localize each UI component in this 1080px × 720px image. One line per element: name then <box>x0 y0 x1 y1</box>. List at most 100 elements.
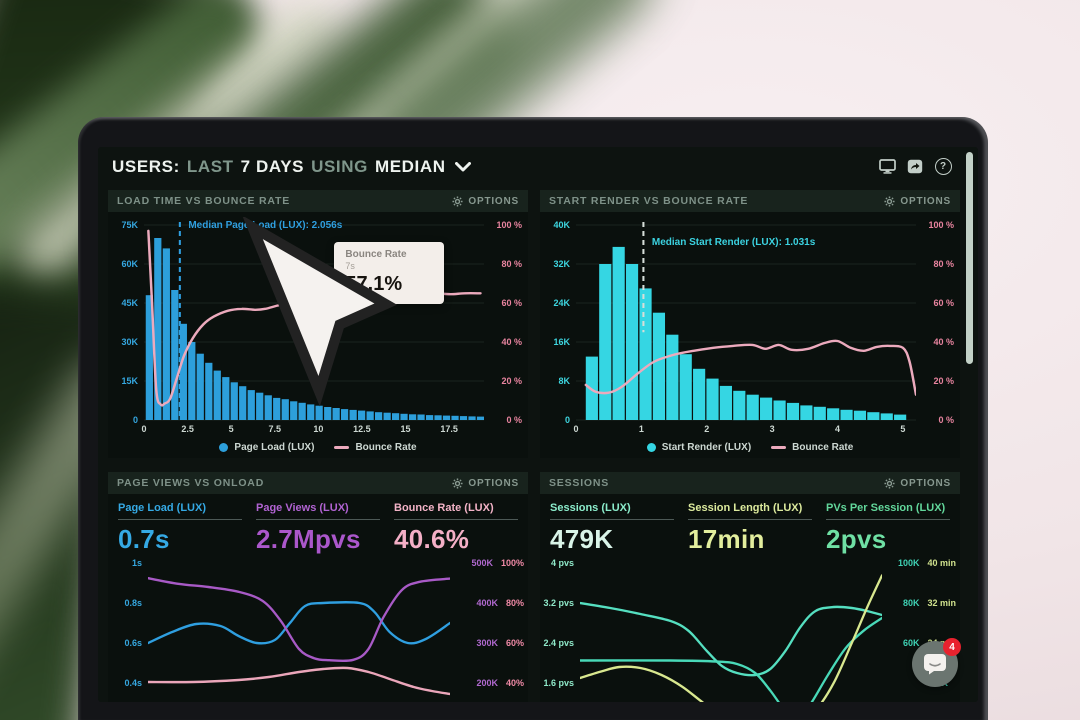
histogram-bar <box>205 362 213 420</box>
series-line <box>148 577 450 663</box>
help-icon[interactable]: ? <box>934 157 952 175</box>
gear-icon <box>884 477 895 489</box>
histogram-bar <box>599 264 612 420</box>
axis-tick: 15K <box>121 376 138 386</box>
histogram-bar <box>773 400 786 420</box>
axis-tick: 3.2 pvs <box>543 598 574 608</box>
histogram-plot[interactable]: Median Page Load (LUX): 2.056s Bounce Ra… <box>144 217 484 422</box>
axis-tick: 60 % <box>933 298 954 308</box>
axis-tick: 1.6 pvs <box>543 678 574 688</box>
chat-widget-button[interactable]: 4 <box>912 638 961 687</box>
axis-tick: 2.4 pvs <box>543 638 574 648</box>
series-line <box>580 601 882 677</box>
axis-tick: 0.4s <box>124 678 142 688</box>
tooltip-x-value: 7s <box>345 260 355 271</box>
histogram-bar <box>162 248 170 420</box>
histogram-bar <box>434 415 442 420</box>
metric-value: 40.6% <box>394 524 470 554</box>
legend-item[interactable]: Bounce Rate <box>771 442 853 453</box>
histogram-bar <box>625 264 639 420</box>
metric-label: Bounce Rate (LUX) <box>394 502 518 520</box>
axis-tick-row: 400K 80% <box>470 598 524 608</box>
report-scope-dropdown[interactable]: USERS: LAST 7 DAYS USING MEDIAN <box>112 157 471 177</box>
histogram-bar <box>332 408 340 420</box>
histogram-bar <box>196 353 204 420</box>
median-annotation: Median Start Render (LUX): 1.031s <box>651 237 816 248</box>
legend-item[interactable]: Start Render (LUX) <box>646 442 751 453</box>
metric-pvs-per-session: PVs Per Session (LUX) 2pvs <box>826 502 950 555</box>
legend-item[interactable]: Page Load (LUX) <box>219 442 314 453</box>
axis-tick: 4 pvs <box>550 558 574 568</box>
histogram-bar <box>179 323 187 420</box>
histogram-bar <box>719 385 732 420</box>
histogram-plot[interactable]: Median Start Render (LUX): 1.031s <box>576 217 916 422</box>
metric-value: 17min <box>688 524 765 554</box>
axis-tick: 40K <box>553 220 570 230</box>
axis-tick: 40 % <box>501 337 522 347</box>
axis-tick-row: 300K 60% <box>470 638 524 648</box>
histogram-bar <box>813 406 826 420</box>
histogram-bar <box>425 415 434 420</box>
histogram-bar <box>188 342 196 420</box>
histogram-bar <box>222 377 230 420</box>
histogram-bar <box>264 395 272 420</box>
histogram-bar <box>400 413 408 420</box>
monitor-icon[interactable] <box>878 157 896 175</box>
histogram-bar <box>612 246 625 420</box>
options-label: OPTIONS <box>900 195 951 207</box>
metric-bounce-rate: Bounce Rate (LUX) 40.6% <box>394 502 518 555</box>
line-plot[interactable] <box>148 559 450 702</box>
scope-word: USING <box>311 157 368 176</box>
toolbar-icons: ? <box>878 157 952 175</box>
legend-swatch-line <box>334 446 350 449</box>
histogram-bar <box>760 397 773 420</box>
y-axis-left: 1s 0.8s 0.6s 0.4s <box>108 558 148 702</box>
legend: Page Load (LUX) Bounce Rate <box>108 442 528 453</box>
axis-tick: 32 min <box>927 598 956 608</box>
axis-tick: 2.5 <box>181 424 194 434</box>
options-button[interactable]: OPTIONS <box>884 196 951 207</box>
axis-tick: 1 <box>638 424 644 434</box>
options-button[interactable]: OPTIONS <box>452 478 519 489</box>
median-annotation: Median Page Load (LUX): 2.056s <box>188 220 343 231</box>
axis-tick: 30K <box>121 337 138 347</box>
share-icon[interactable] <box>906 157 924 175</box>
histogram-bar <box>340 409 349 420</box>
axis-tick: 4 <box>835 424 841 434</box>
series-line <box>580 574 882 702</box>
axis-tick: 40% <box>505 678 524 688</box>
metric-sessions: Sessions (LUX) 479K <box>550 502 674 555</box>
histogram-bar <box>693 368 706 420</box>
gear-icon <box>884 195 895 207</box>
legend-item[interactable]: Bounce Rate <box>334 442 417 453</box>
histogram-bar <box>145 295 153 420</box>
options-button[interactable]: OPTIONS <box>452 196 519 207</box>
scope-prefix: USERS: <box>112 157 180 176</box>
axis-tick: 60K <box>902 638 920 648</box>
axis-tick: 5 <box>228 424 234 434</box>
axis-tick: 80 % <box>501 259 522 269</box>
axis-tick: 8K <box>558 376 570 386</box>
axis-tick: 300K <box>476 638 498 648</box>
line-plot[interactable] <box>580 559 882 702</box>
options-button[interactable]: OPTIONS <box>884 478 951 489</box>
metric-value: 2pvs <box>826 524 887 554</box>
axis-tick-row: 500K 100% <box>465 558 524 568</box>
histogram-bar <box>853 410 867 420</box>
axis-tick: 24K <box>553 298 570 308</box>
histogram-bar <box>230 382 238 420</box>
metric-session-length: Session Length (LUX) 17min <box>688 502 812 555</box>
histogram-bar <box>733 390 746 421</box>
axis-tick: 60K <box>121 259 138 269</box>
legend-label: Bounce Rate <box>792 442 854 453</box>
histogram-bar <box>366 411 374 420</box>
axis-tick-row: 200K 40% <box>470 678 524 688</box>
scrollbar[interactable] <box>966 152 973 364</box>
panel-title: SESSIONS <box>549 477 610 489</box>
histogram-bar <box>281 399 289 420</box>
metric-label: Sessions (LUX) <box>550 502 674 520</box>
metric-value: 479K <box>550 524 614 554</box>
y-axis-right: 500K 100% 400K 80% 300K 60% 200K 40% <box>450 558 528 702</box>
axis-tick: 40 min <box>927 558 956 568</box>
